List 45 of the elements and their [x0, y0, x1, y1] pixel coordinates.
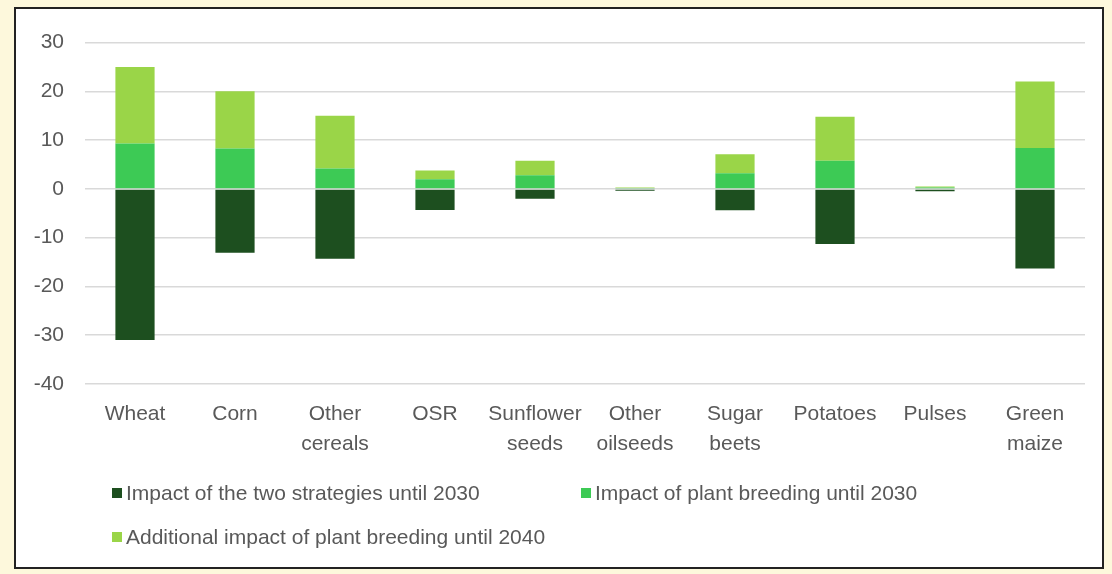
x-tick-label: Sunflower seeds	[488, 400, 582, 454]
y-tick-label: -30	[33, 322, 64, 346]
x-tick-label: Wheat	[104, 400, 166, 424]
bar	[715, 189, 755, 211]
bar	[315, 189, 355, 259]
bar	[715, 173, 755, 189]
x-tick-label: OSR	[412, 400, 458, 424]
x-tick-label: Other cereals	[301, 400, 369, 454]
bar	[315, 115, 355, 169]
y-tick-label: -10	[33, 224, 64, 248]
legend-label: Impact of the two strategies until 2030	[126, 480, 480, 506]
y-tick-label: 0	[52, 175, 64, 199]
legend-label: Impact of plant breeding until 2030	[595, 480, 918, 506]
x-tick-label: Sugar beets	[706, 400, 764, 454]
x-tick-label: Green maize	[1005, 400, 1065, 454]
bar	[415, 189, 455, 210]
bar	[1015, 81, 1055, 148]
bar	[515, 189, 555, 199]
bar	[115, 66, 155, 144]
bar	[815, 116, 855, 161]
y-tick-label: -20	[33, 273, 64, 297]
x-tick-label: Corn	[212, 400, 258, 424]
bar	[1015, 147, 1055, 189]
legend-label: Additional impact of plant breeding until 2040	[126, 524, 546, 550]
bar	[1015, 189, 1055, 269]
bar	[215, 91, 255, 149]
y-tick-label: -40	[33, 370, 64, 394]
bar	[415, 170, 455, 180]
x-tick-label: Potatoes	[793, 400, 877, 424]
x-tick-label: Other oilseeds	[596, 400, 674, 454]
bar	[215, 148, 255, 189]
bar	[415, 179, 455, 189]
bar	[115, 189, 155, 341]
bar	[815, 160, 855, 189]
bar	[515, 160, 555, 176]
bar	[715, 154, 755, 174]
y-tick-label: 10	[40, 126, 64, 150]
bar	[515, 175, 555, 189]
y-tick-label: 20	[40, 78, 64, 102]
bar	[215, 189, 255, 253]
bar	[315, 168, 355, 189]
bar	[815, 189, 855, 245]
x-tick-label: Pulses	[903, 400, 967, 424]
y-tick-label: 30	[40, 29, 64, 53]
bar	[115, 143, 155, 189]
